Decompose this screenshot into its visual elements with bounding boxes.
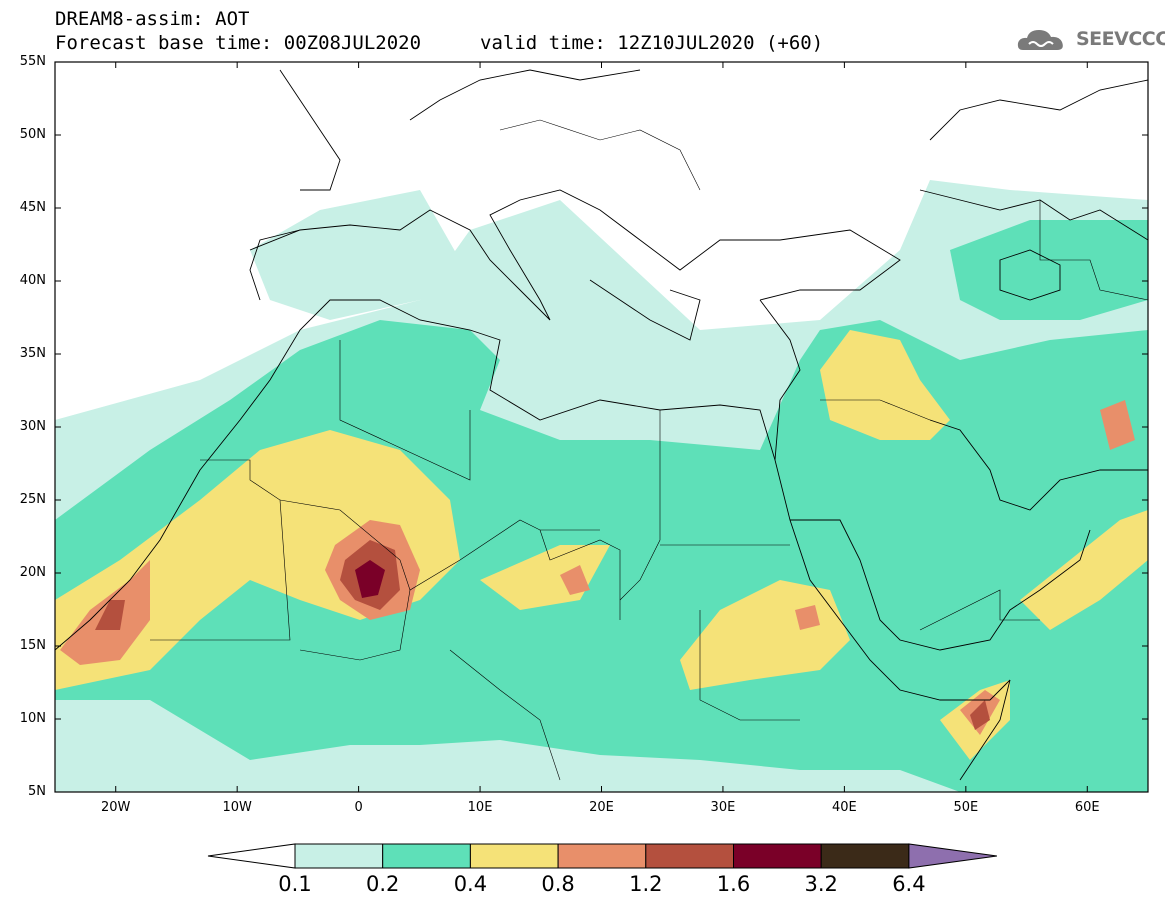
colorbar-level-label: 6.4 xyxy=(892,872,926,896)
lat-label: 20N xyxy=(19,565,46,580)
lon-label: 10W xyxy=(222,800,252,815)
lon-label: 0 xyxy=(354,800,363,815)
colorbar-low-arrow xyxy=(207,843,296,869)
colorbar-segment xyxy=(382,843,471,869)
colorbar-level-label: 1.2 xyxy=(629,872,663,896)
lat-label: 35N xyxy=(19,346,46,361)
logo-text: SEEVCCC xyxy=(1076,28,1165,50)
lat-label: 15N xyxy=(19,638,46,653)
colorbar-high-arrow xyxy=(908,843,997,869)
colorbar-level-label: 0.4 xyxy=(453,872,488,896)
lat-label: 55N xyxy=(19,54,46,69)
colorbar-segment xyxy=(469,843,559,869)
aot-field xyxy=(55,180,1148,792)
lat-label: 50N xyxy=(19,127,46,142)
lon-label: 40E xyxy=(831,800,857,815)
colorbar-segment xyxy=(645,843,734,869)
colorbar-level-label: 1.6 xyxy=(716,872,751,896)
base-time: Forecast base time: 00Z08JUL2020 xyxy=(55,32,422,54)
axis-ticks xyxy=(55,61,1148,793)
colorbar-segment xyxy=(557,843,647,869)
valid-time: valid time: 12Z10JUL2020 (+60) xyxy=(480,32,824,54)
colorbar-level-label: 0.8 xyxy=(541,872,575,896)
colorbar-level-label: 3.2 xyxy=(804,872,838,896)
lon-label: 50E xyxy=(953,800,979,815)
lon-label: 30E xyxy=(710,800,736,815)
lat-label: 40N xyxy=(19,273,46,288)
product-title: DREAM8-assim: AOT xyxy=(55,8,250,30)
colorbar-level-label: 0.2 xyxy=(365,872,400,896)
colorbar-level-label: 0.1 xyxy=(278,872,312,896)
lat-label: 30N xyxy=(19,419,46,434)
cloud-logo-icon xyxy=(1017,30,1063,50)
lat-label: 5N xyxy=(28,784,46,799)
lat-label: 45N xyxy=(19,200,46,215)
colorbar-segment xyxy=(294,843,384,869)
colorbar-segment xyxy=(733,843,822,869)
lon-label: 60E xyxy=(1074,800,1100,815)
colorbar-segment xyxy=(820,843,910,869)
lat-label: 25N xyxy=(19,492,46,507)
lon-label: 20E xyxy=(589,800,614,815)
borders xyxy=(150,119,1148,781)
lon-label: 10E xyxy=(467,800,493,815)
lon-label: 20W xyxy=(101,800,131,815)
lat-label: 10N xyxy=(19,711,46,726)
